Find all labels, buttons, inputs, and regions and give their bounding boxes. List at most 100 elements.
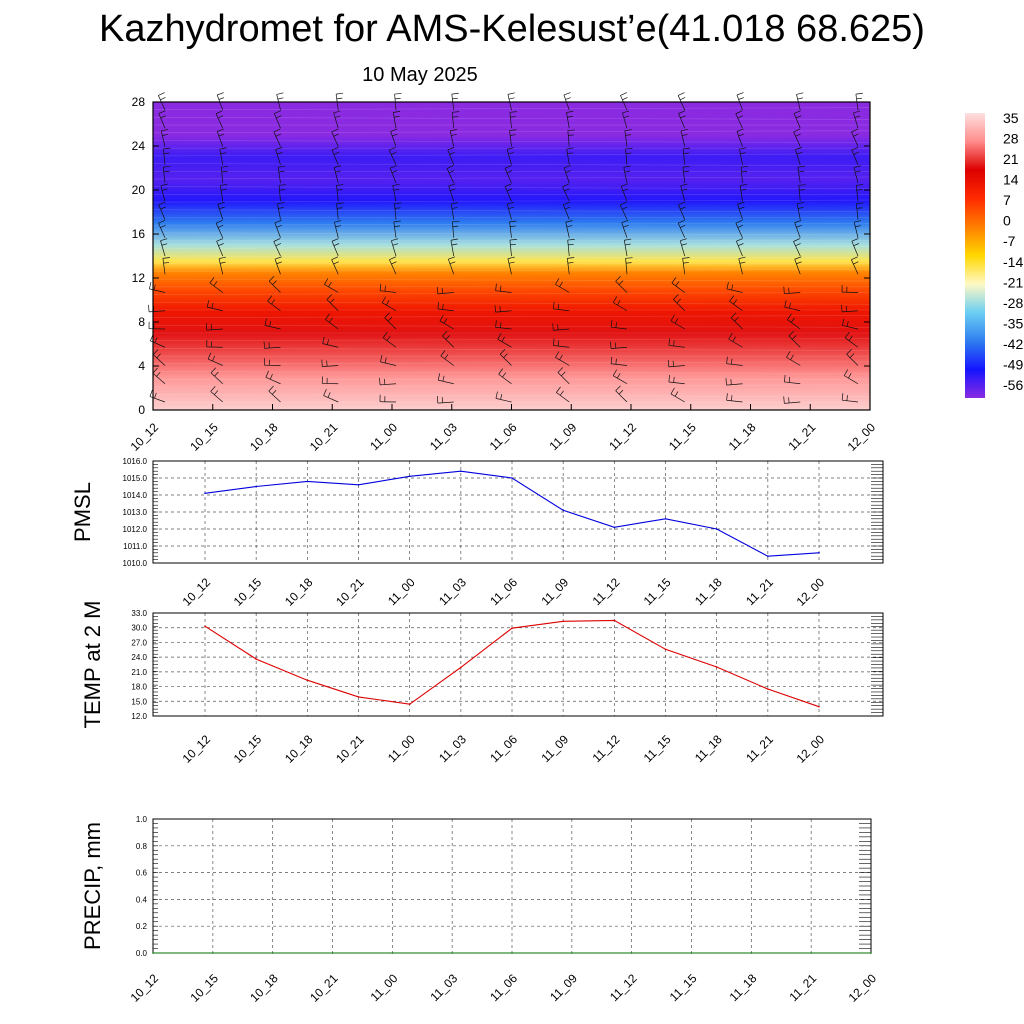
y-tick-label: 8 — [138, 315, 145, 329]
wind-barb-flag — [445, 335, 450, 340]
isotherm-line — [152, 255, 871, 259]
wind-barb-flag — [337, 207, 343, 209]
wind-barb — [793, 131, 801, 147]
x-tick-label: 11_00 — [385, 575, 418, 608]
wind-barb-flag — [451, 92, 459, 95]
wind-barb-flag — [856, 207, 863, 209]
colorbar-label: -21 — [1003, 274, 1023, 290]
pmsl-panel: 1010.0 1011.0 1012.0 1013.0 1014.0 1015.0 1016… — [70, 457, 884, 609]
isotherm-line — [152, 246, 871, 249]
wind-barb-flag — [851, 238, 859, 242]
wind-barb — [677, 95, 686, 111]
data-point — [511, 952, 513, 954]
data-point — [664, 648, 667, 651]
wind-barb-flag — [153, 284, 156, 291]
wind-barb — [206, 328, 223, 331]
wind-barb-flag — [738, 133, 744, 137]
wind-barb-flag — [393, 110, 401, 113]
data-point — [767, 688, 769, 690]
wind-barb — [389, 259, 397, 275]
wind-barb — [218, 258, 224, 275]
wind-barb — [450, 203, 455, 220]
wind-barb-flag — [382, 331, 388, 338]
wind-barb-flag — [152, 349, 159, 355]
wind-barb-flag — [683, 147, 691, 150]
chart-title: Kazhydromet for AMS-Kelesust’e(41.018 68… — [99, 8, 925, 50]
wind-barb-flag — [386, 300, 390, 306]
wind-barb — [220, 167, 224, 184]
x-tick-label: 11_21 — [743, 575, 776, 608]
y-tick-label: 1013.0 — [123, 508, 148, 517]
wind-barb-flag — [796, 152, 803, 155]
wind-barb-flag — [621, 220, 629, 223]
wind-barb-flag — [675, 281, 680, 287]
wind-barb — [160, 130, 166, 147]
wind-barb-flag — [856, 184, 864, 186]
wind-barb-flag — [446, 165, 454, 169]
wind-barb-flag — [276, 224, 282, 228]
data-point — [511, 627, 513, 630]
isotherm-line — [152, 232, 871, 236]
wind-barb-flag — [559, 354, 563, 361]
wind-barb — [615, 390, 628, 403]
wind-barb-flag — [617, 373, 621, 379]
y-tick-label: 0.6 — [136, 869, 148, 878]
wind-barb-flag — [552, 323, 554, 331]
x-tick-label: 12_00 — [794, 575, 828, 609]
y-tick-label: 0.4 — [136, 895, 148, 904]
wind-barb — [331, 131, 339, 147]
data-point — [715, 666, 718, 668]
data-point — [613, 526, 616, 529]
wind-barb-flag — [740, 184, 748, 186]
wind-barb-flag — [509, 111, 517, 113]
wind-barb — [670, 320, 685, 330]
isotherm-line — [152, 222, 871, 226]
wind-barb-flag — [160, 115, 167, 119]
wind-barb-flag — [510, 243, 517, 246]
wind-barb-flag — [500, 285, 502, 292]
wind-barb-flag — [501, 336, 505, 342]
x-tick-label: 11_15 — [641, 732, 674, 765]
wind-barb — [736, 131, 743, 147]
wind-barb — [736, 241, 743, 257]
wind-barb-flag — [615, 322, 617, 328]
x-tick-label: 10_12 — [180, 732, 214, 766]
data-point — [391, 952, 394, 954]
wind-barb — [380, 383, 397, 386]
series-line — [204, 470, 820, 557]
wind-barb-flag — [271, 299, 276, 305]
x-tick-label: 11_06 — [487, 971, 520, 1004]
wind-barb — [390, 131, 397, 147]
isotherm-line — [152, 140, 871, 143]
wind-barb-flag — [162, 257, 170, 259]
x-tick-label: 10_21 — [307, 971, 341, 1005]
x-tick-label: 11_12 — [590, 732, 623, 765]
wind-barb-flag — [625, 147, 633, 150]
isotherm-line — [152, 209, 871, 213]
y-tick-label: 1015.0 — [123, 474, 148, 483]
wind-barb-flag — [333, 243, 340, 246]
wind-barb-flag — [726, 393, 728, 401]
wind-barb — [215, 223, 224, 238]
wind-barb — [726, 363, 743, 366]
y-tick-label: 15.0 — [131, 697, 147, 706]
wind-barb-flag — [567, 262, 574, 264]
wind-barb-flag — [738, 256, 746, 260]
wind-barb — [668, 365, 685, 368]
wind-barb-flag — [158, 110, 166, 114]
data-point — [715, 528, 718, 530]
wind-barb — [842, 310, 859, 313]
wind-barb-flag — [788, 302, 791, 309]
wind-barb-flag — [384, 285, 386, 292]
wind-barb — [391, 240, 397, 257]
wind-barb-flag — [391, 261, 397, 265]
wind-barb — [162, 167, 166, 184]
wind-barb-flag — [735, 219, 743, 224]
wind-barb-flag — [786, 351, 791, 358]
wind-barb-flag — [495, 391, 498, 399]
wind-barb — [210, 372, 223, 385]
wind-barb — [210, 391, 223, 403]
data-point — [212, 952, 214, 954]
x-tick-label: 10_15 — [187, 971, 221, 1005]
wind-barb-flag — [681, 243, 688, 246]
